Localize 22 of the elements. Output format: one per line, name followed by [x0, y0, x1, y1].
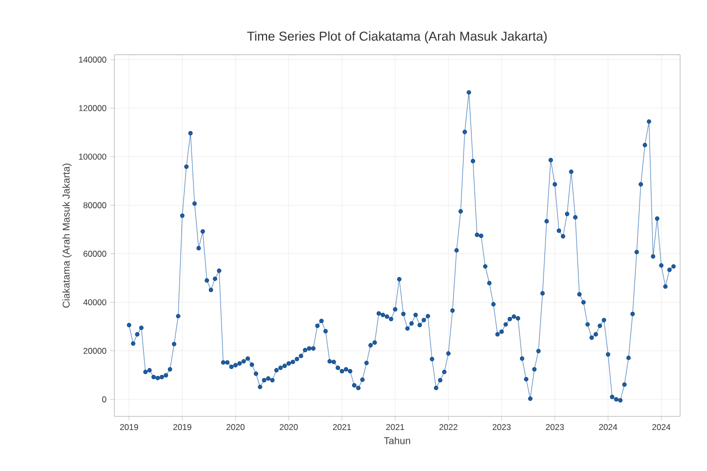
x-tick-label: 2019 [120, 424, 138, 430]
y-axis-title: Ciakatama (Arah Masuk Jakarta) [62, 164, 72, 308]
y-tick-label: 140000 [79, 56, 106, 63]
y-tick-label: 20000 [84, 348, 106, 354]
x-tick-label: 2021 [386, 424, 404, 430]
y-tick-label: 60000 [84, 250, 106, 257]
x-tick-label: 2023 [546, 424, 564, 430]
x-tick-label: 2022 [439, 424, 458, 430]
x-tick-label: 2024 [652, 424, 670, 430]
x-tick-label: 2021 [332, 424, 351, 430]
x-tick-label: 2023 [492, 424, 511, 430]
x-tick-label: 2020 [226, 424, 245, 430]
y-tick-label: 100000 [79, 154, 106, 160]
y-tick-label: 120000 [79, 105, 106, 112]
y-tick-label: 0 [102, 396, 106, 402]
y-tick-label: 40000 [83, 299, 106, 306]
x-axis-title: Tahun [384, 436, 410, 444]
x-tick-label: 2024 [599, 424, 618, 430]
chart-title: Time Series Plot of Ciakatama (Arah Masuk Jakarta) [247, 31, 547, 44]
x-tick-label: 2020 [280, 424, 298, 430]
y-tick-label: 80000 [84, 202, 106, 208]
x-tick-label: 2019 [173, 424, 192, 430]
